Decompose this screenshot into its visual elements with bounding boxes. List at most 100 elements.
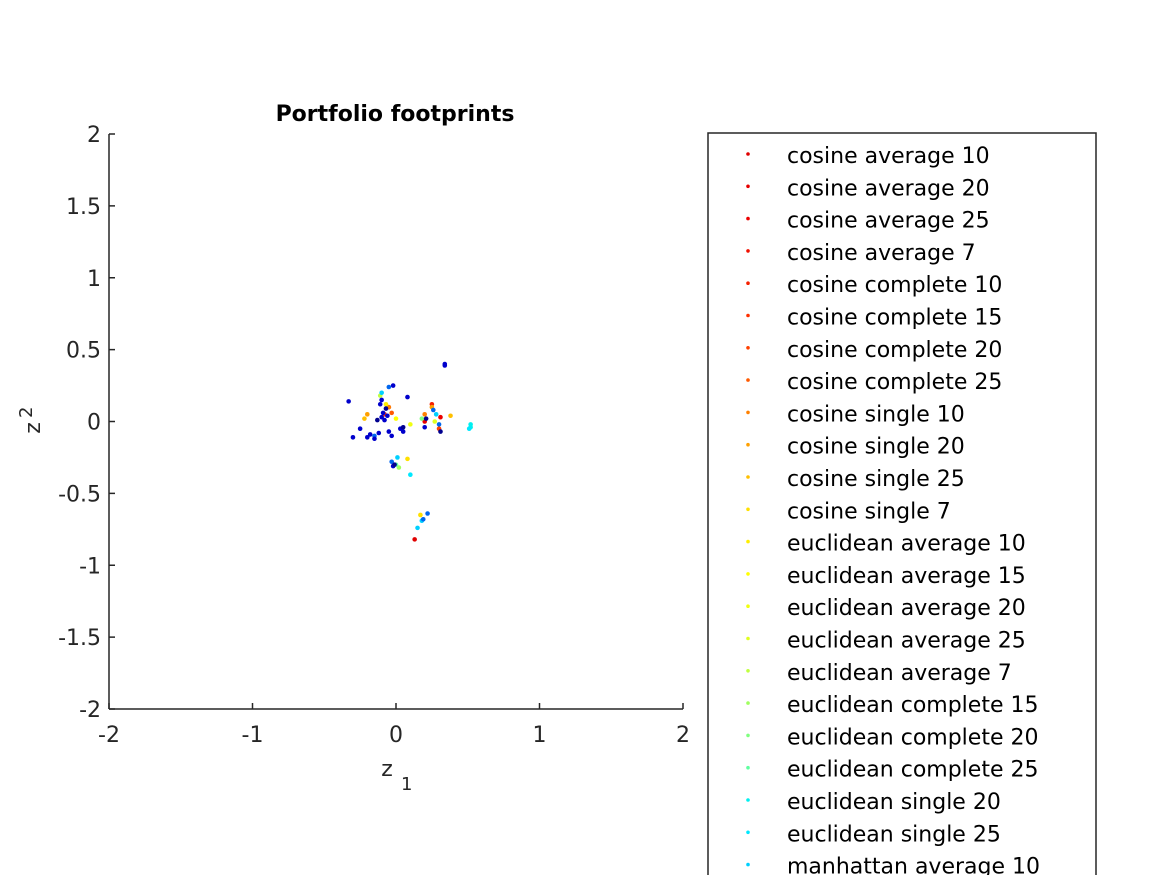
legend-label: euclidean single 20 — [787, 790, 1001, 815]
data-point — [365, 435, 370, 440]
data-point — [412, 537, 417, 542]
legend-label: cosine single 10 — [787, 402, 965, 427]
legend-label: euclidean complete 20 — [787, 725, 1038, 750]
legend-marker — [746, 184, 750, 189]
data-point — [425, 511, 430, 516]
data-point — [392, 462, 397, 467]
y-tick-label: -1 — [79, 554, 101, 579]
legend-label: euclidean average 7 — [787, 661, 1012, 686]
legend-marker — [746, 313, 750, 318]
data-point — [393, 416, 399, 421]
legend-marker — [746, 636, 750, 641]
legend-label: cosine average 7 — [787, 241, 976, 266]
data-point — [442, 361, 448, 367]
data-point — [362, 416, 367, 421]
legend-marker — [746, 604, 750, 608]
data-point — [466, 426, 472, 431]
legend-marker — [746, 798, 750, 802]
data-point — [422, 424, 428, 430]
legend-marker — [746, 733, 750, 738]
data-point — [380, 410, 386, 416]
data-point — [436, 422, 442, 427]
legend-label: euclidean average 10 — [787, 532, 1026, 557]
legend-label: cosine single 25 — [787, 467, 965, 492]
data-point — [420, 516, 426, 522]
legend-label: euclidean average 15 — [787, 564, 1026, 589]
x-ticks: -2 -1 0 1 2 — [98, 703, 690, 748]
data-point — [405, 394, 410, 400]
data-point — [422, 412, 428, 417]
legend-label: cosine average 25 — [787, 209, 990, 234]
x-tick-label: 2 — [676, 723, 690, 748]
x-axis-label-base: z — [381, 757, 393, 782]
legend-marker — [746, 572, 750, 576]
legend-label: cosine complete 15 — [787, 306, 1002, 331]
data-point — [376, 430, 382, 436]
data-point — [389, 433, 394, 439]
legend-box — [707, 132, 1097, 875]
data-point — [383, 401, 389, 407]
data-point — [375, 417, 380, 423]
legend-marker — [746, 249, 750, 253]
legend-items: cosine average 10 cosine average 20 cosine… — [746, 144, 1040, 875]
data-point — [396, 465, 402, 470]
data-point — [385, 413, 390, 419]
data-point — [346, 399, 351, 404]
x-tick-label: 1 — [533, 723, 547, 748]
y-ticks: -2 -1.5 -1 -0.5 0 0.5 1 1.5 2 — [58, 123, 115, 723]
data-point — [350, 435, 356, 440]
legend-marker — [746, 442, 750, 447]
data-point — [423, 416, 429, 421]
chart-title: Portfolio footprints — [276, 102, 515, 127]
legend-marker — [746, 281, 750, 286]
legend-label: euclidean average 25 — [787, 629, 1026, 654]
data-point — [438, 429, 443, 434]
x-tick-label: -2 — [98, 723, 120, 748]
data-point — [367, 432, 373, 437]
x-tick-label: -1 — [242, 723, 264, 748]
data-point — [438, 414, 443, 420]
legend-label: cosine average 10 — [787, 144, 990, 169]
legend-marker — [746, 539, 750, 544]
data-point — [419, 416, 425, 421]
data-point — [448, 413, 453, 419]
data-point — [386, 384, 392, 390]
legend-label: euclidean single 25 — [787, 822, 1001, 847]
data-point — [432, 419, 438, 424]
legend-label: cosine complete 25 — [787, 370, 1002, 395]
plot-area: -2 -1 0 1 2 -2 -1.5 -1 -0.5 0 0.5 1 1.5 2 — [58, 123, 690, 748]
x-tick-label: 0 — [389, 723, 403, 748]
legend-marker — [746, 410, 750, 415]
data-point — [386, 429, 392, 434]
legend-label: cosine complete 20 — [787, 338, 1002, 363]
data-point — [377, 401, 383, 407]
y-axis-label-base: z — [21, 422, 46, 434]
legend-marker — [746, 862, 750, 867]
legend-marker — [746, 701, 750, 705]
data-point — [433, 412, 439, 417]
data-point — [400, 424, 406, 430]
y-tick-label: 1.5 — [66, 195, 101, 220]
legend-marker — [746, 216, 750, 221]
x-axis-label-sub: 1 — [401, 774, 412, 795]
y-tick-label: 2 — [87, 123, 101, 148]
y-axis-label: z 2 — [16, 407, 46, 434]
legend-label: euclidean average 20 — [787, 596, 1026, 621]
data-point — [357, 426, 363, 431]
data-point — [379, 414, 384, 420]
y-tick-label: -1.5 — [58, 626, 101, 651]
y-tick-label: 0.5 — [66, 339, 101, 364]
data-point — [389, 459, 394, 465]
data-points — [346, 361, 473, 542]
data-point — [415, 525, 420, 531]
data-point — [382, 417, 387, 423]
data-point — [372, 436, 377, 442]
data-point — [408, 422, 413, 427]
data-point — [395, 455, 400, 460]
data-point — [418, 512, 423, 518]
y-tick-label: 0 — [87, 411, 101, 436]
data-point — [431, 407, 436, 413]
legend-marker — [746, 152, 750, 156]
legend-label: euclidean complete 15 — [787, 693, 1038, 718]
